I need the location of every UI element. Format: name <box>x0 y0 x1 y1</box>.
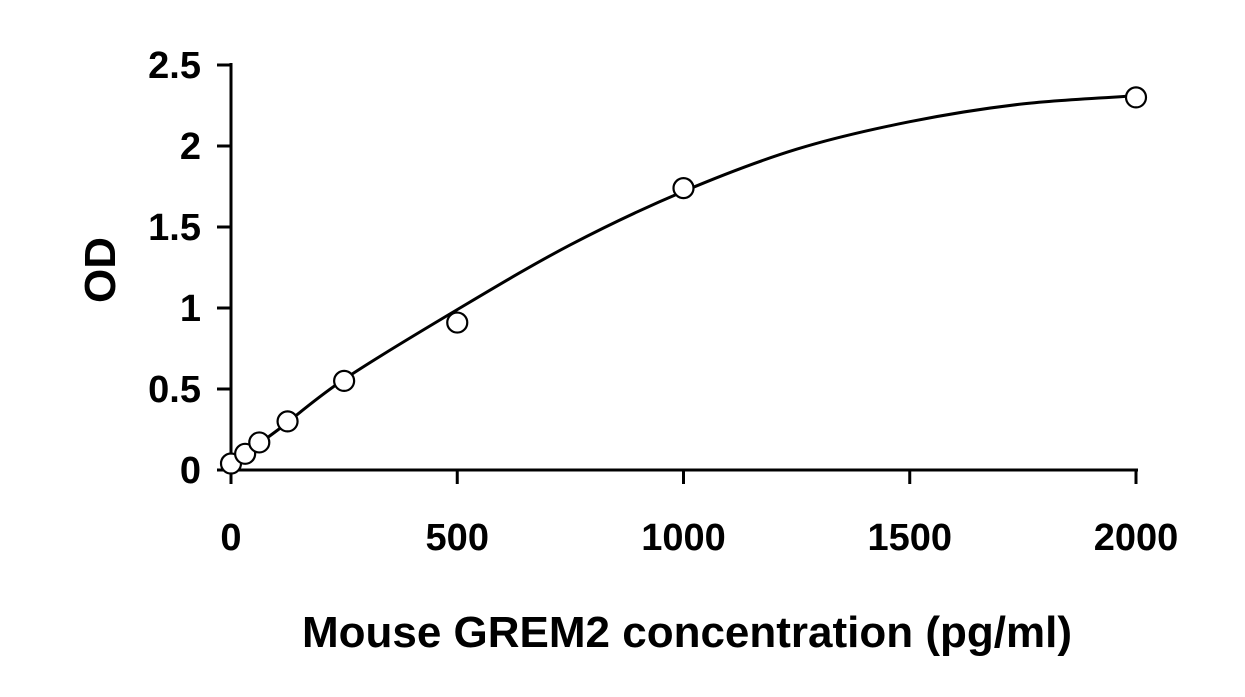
y-tick-label: 2.5 <box>148 45 201 87</box>
data-point <box>234 442 257 465</box>
data-point <box>1124 86 1148 109</box>
axes <box>217 63 1138 484</box>
data-point <box>333 369 356 392</box>
data-point <box>446 311 469 334</box>
x-tick-label: 2000 <box>1094 517 1179 559</box>
y-tick-label: 1.5 <box>148 207 201 249</box>
x-tick-label: 1500 <box>867 517 952 559</box>
data-points-layer <box>219 86 1148 475</box>
data-point <box>672 177 695 200</box>
fit-curve-line <box>230 94 1137 465</box>
y-tick-label: 0.5 <box>148 369 201 411</box>
y-tick-label: 1 <box>180 288 201 330</box>
tick-labels-layer: 0 0.5 1 1.5 2 2.5 0 500 1000 1500 2000 <box>148 45 1178 559</box>
y-axis-title: OD <box>76 237 125 303</box>
fit-curve-layer <box>230 94 1137 465</box>
data-point <box>248 431 271 454</box>
data-point <box>276 410 299 433</box>
x-tick-label: 1000 <box>641 517 726 559</box>
x-tick-label: 500 <box>426 517 489 559</box>
y-tick-label: 0 <box>180 450 201 492</box>
x-tick-label: 0 <box>220 517 241 559</box>
x-axis-title: Mouse GREM2 concentration (pg/ml) <box>302 608 1072 657</box>
y-tick-label: 2 <box>180 126 201 168</box>
